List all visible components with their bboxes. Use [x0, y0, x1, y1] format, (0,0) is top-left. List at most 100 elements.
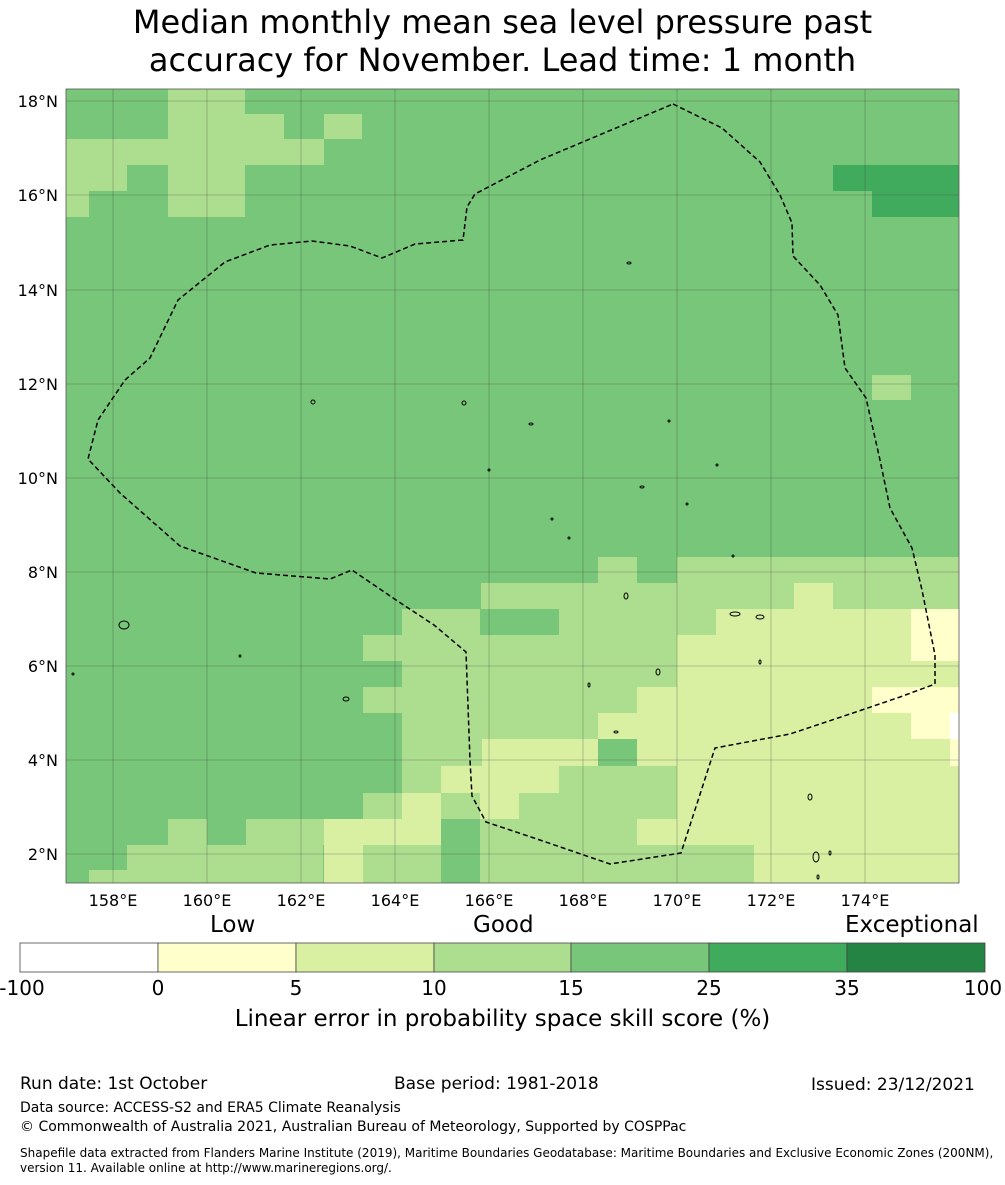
colorbar-tick: 15	[558, 976, 584, 1000]
skill-cell	[363, 793, 402, 819]
skill-cell	[66, 139, 324, 165]
longitude-label: 162°E	[277, 891, 326, 910]
colorbar-tick: 35	[834, 976, 860, 1000]
longitude-label: 164°E	[371, 891, 420, 910]
colorbar-tick: 10	[421, 976, 447, 1000]
island-outline	[310, 399, 316, 405]
skill-cell	[480, 819, 637, 845]
shapefile-credit-line-2: version 11. Available online at http://w…	[20, 1161, 392, 1175]
skill-cell	[441, 766, 559, 793]
longitude-label: 168°E	[559, 891, 608, 910]
skill-cell	[598, 557, 637, 583]
skill-cell	[402, 739, 482, 766]
skill-cell	[480, 793, 519, 819]
island-outline	[655, 668, 661, 676]
skill-cell	[168, 819, 207, 845]
copyright-notice: © Commonwealth of Australia 2021, Austra…	[20, 1119, 687, 1135]
longitude-label: 166°E	[465, 891, 514, 910]
island-outline	[461, 400, 467, 406]
island-outline	[715, 463, 719, 467]
skill-cell	[637, 819, 677, 845]
island-outline	[812, 851, 820, 863]
island-outline	[623, 592, 629, 600]
island-outline	[567, 536, 571, 540]
colorbar-swatch	[570, 942, 710, 973]
skill-cell	[950, 713, 959, 739]
skill-cell	[402, 687, 637, 713]
island-outline	[528, 422, 534, 426]
colorbar-swatch	[846, 942, 986, 973]
colorbar-tick: 25	[696, 976, 722, 1000]
skill-cell	[598, 713, 959, 739]
legend-category-exceptional: Exceptional	[845, 912, 979, 938]
eez-boundary-line	[87, 103, 936, 865]
skill-cell	[168, 191, 245, 217]
skill-cell	[441, 793, 480, 819]
skill-cell	[402, 793, 441, 819]
island-outline	[71, 672, 75, 676]
longitude-label: 158°E	[89, 891, 138, 910]
skill-cell	[246, 819, 324, 845]
island-outline	[758, 659, 762, 665]
colorbar-swatch	[19, 942, 159, 973]
island-outline	[342, 696, 350, 702]
skill-cell	[89, 870, 323, 883]
skill-cell	[677, 661, 959, 687]
island-outline	[613, 730, 619, 734]
skill-cell	[872, 375, 911, 400]
skill-cell	[324, 819, 441, 845]
run-date: Run date: 1st October	[20, 1074, 208, 1094]
base-period: Base period: 1981-2018	[394, 1074, 599, 1094]
skill-cell	[911, 609, 959, 635]
skill-cell	[324, 845, 363, 870]
island-outline	[828, 850, 832, 856]
skill-cell	[363, 687, 403, 713]
colorbar-tick: 100	[963, 976, 1003, 1000]
island-outline	[238, 654, 242, 658]
colorbar-label: Linear error in probability space skill …	[234, 1006, 771, 1032]
latitude-label: 18°N	[18, 92, 58, 111]
island-outline	[731, 554, 735, 558]
latitude-label: 12°N	[18, 375, 58, 394]
skill-cell	[363, 845, 441, 870]
skill-cell	[559, 766, 677, 793]
skill-cell	[637, 739, 959, 766]
skill-cell	[66, 191, 89, 217]
skill-cell	[677, 793, 959, 819]
island-outline	[118, 620, 130, 630]
longitude-label: 170°E	[653, 891, 702, 910]
map-title-line-1: Median monthly mean sea level pressure p…	[132, 3, 873, 41]
longitude-label: 174°E	[841, 891, 890, 910]
skill-cell	[911, 713, 950, 739]
skill-cell	[168, 114, 284, 139]
skill-cell	[480, 845, 754, 870]
skill-cell	[168, 165, 245, 191]
longitude-label: 160°E	[183, 891, 232, 910]
skill-cell	[66, 165, 127, 191]
skill-cell	[754, 870, 959, 883]
data-source: Data source: ACCESS-S2 and ERA5 Climate …	[20, 1100, 401, 1116]
legend-category-low: Low	[210, 912, 256, 938]
skill-cell	[402, 766, 441, 793]
skill-cell	[402, 713, 598, 739]
skill-cell	[363, 870, 441, 883]
island-outline	[667, 419, 671, 423]
legend-category-good: Good	[473, 912, 534, 938]
latitude-label: 4°N	[28, 751, 58, 770]
island-outline	[729, 611, 741, 617]
skill-cell	[481, 583, 959, 609]
island-outline	[626, 261, 632, 265]
colorbar-tick: -100	[0, 976, 45, 1000]
island-outline	[639, 485, 645, 489]
skill-cell	[324, 870, 363, 883]
skill-cell	[677, 766, 959, 793]
island-outline	[755, 614, 765, 620]
latitude-label: 6°N	[28, 657, 58, 676]
island-outline	[550, 517, 554, 521]
skill-cell	[794, 583, 833, 609]
latitude-label: 10°N	[18, 469, 58, 488]
skill-cell	[482, 739, 598, 766]
colorbar-tick: 5	[289, 976, 303, 1000]
colorbar-tick: 0	[151, 976, 165, 1000]
colorbar-swatch	[295, 942, 435, 973]
